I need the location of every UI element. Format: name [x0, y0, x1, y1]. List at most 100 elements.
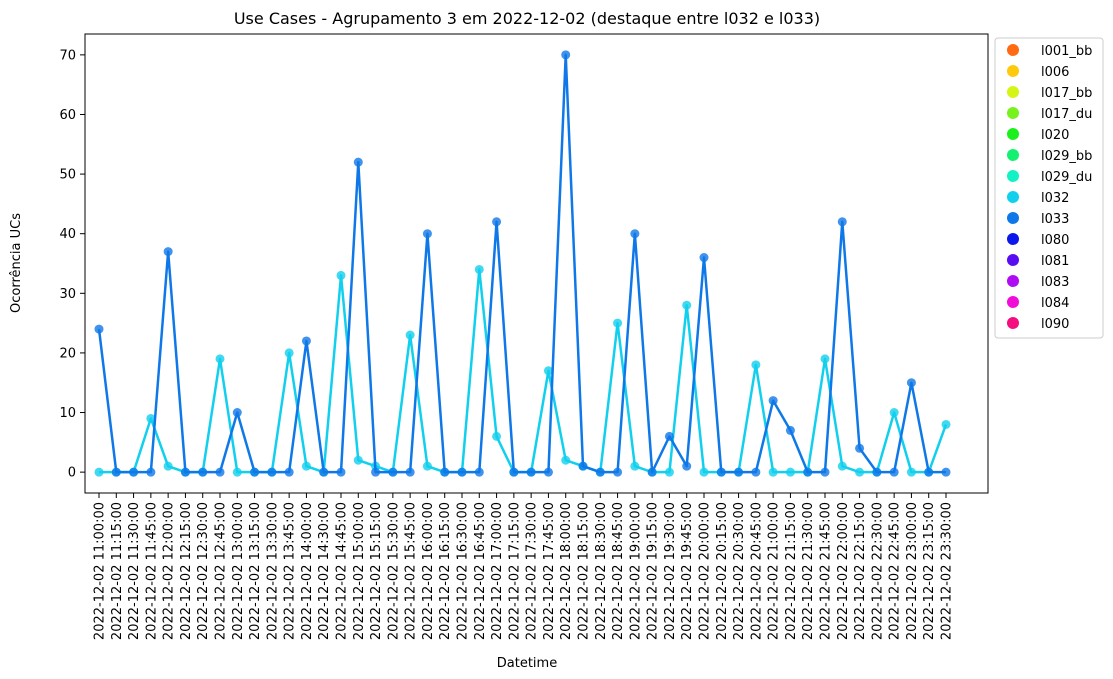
y-tick-label: 10 [59, 406, 76, 421]
legend-marker [1007, 128, 1019, 140]
x-tick-label: 2022-12-02 21:45:00 [819, 502, 834, 640]
x-tick-label: 2022-12-02 12:30:00 [196, 502, 211, 640]
legend-marker [1007, 212, 1019, 224]
data-point-l033 [353, 157, 363, 167]
x-tick-label: 2022-12-02 21:00:00 [767, 502, 782, 640]
legend-marker [1007, 254, 1019, 266]
data-point-l032 [561, 455, 571, 465]
x-tick-label: 2022-12-02 19:00:00 [628, 502, 643, 640]
data-point-l033 [509, 467, 519, 477]
data-point-l033 [837, 217, 847, 227]
legend-label: l033 [1041, 212, 1069, 227]
y-tick-label: 60 [59, 108, 76, 123]
data-point-l033 [716, 467, 726, 477]
data-point-l032 [751, 360, 761, 370]
legend-label: l017_du [1041, 107, 1092, 122]
x-tick-label: 2022-12-02 20:00:00 [698, 502, 713, 640]
data-point-l032 [215, 354, 225, 364]
x-tick-label: 2022-12-02 13:30:00 [265, 502, 280, 640]
data-point-l032 [630, 461, 640, 471]
legend-item: l020 [1007, 128, 1069, 143]
legend-item: l090 [1007, 317, 1069, 332]
data-point-l033 [492, 217, 502, 227]
series-line-l032 [99, 268, 948, 474]
legend-item: l080 [1007, 233, 1069, 248]
data-point-l032 [699, 467, 709, 477]
legend-marker [1007, 317, 1019, 329]
y-tick-label: 20 [59, 346, 76, 361]
legend-item: l001_bb [1007, 44, 1092, 59]
data-point-l033 [630, 229, 640, 239]
data-point-l033 [180, 467, 190, 477]
data-point-l033 [371, 467, 381, 477]
data-point-l033 [699, 253, 709, 263]
x-tick-label: 2022-12-02 17:30:00 [525, 502, 540, 640]
data-point-l033 [405, 467, 415, 477]
legend-label: l020 [1041, 128, 1069, 143]
data-point-l033 [198, 467, 208, 477]
x-tick-label: 2022-12-02 17:15:00 [507, 502, 522, 640]
y-tick-label: 50 [59, 168, 76, 183]
x-tick-label: 2022-12-02 22:30:00 [870, 502, 885, 640]
data-point-l032 [405, 330, 415, 340]
data-point-l033 [250, 467, 260, 477]
data-point-l033 [440, 467, 450, 477]
x-tick-label: 2022-12-02 16:30:00 [456, 502, 471, 640]
legend-label: l080 [1041, 233, 1069, 248]
x-tick-label: 2022-12-02 15:15:00 [369, 502, 384, 640]
data-point-l032 [492, 431, 502, 441]
x-tick-label: 2022-12-02 20:30:00 [732, 502, 747, 640]
legend-label: l083 [1041, 275, 1069, 290]
data-point-l033 [613, 467, 623, 477]
data-point-l032 [682, 300, 692, 310]
legend-marker [1007, 107, 1019, 119]
data-point-l033 [146, 467, 156, 477]
x-tick-label: 2022-12-02 14:45:00 [335, 502, 350, 640]
data-point-l032 [785, 467, 795, 477]
data-point-l033 [215, 467, 225, 477]
x-tick-label: 2022-12-02 14:30:00 [317, 502, 332, 640]
legend-item: l083 [1007, 275, 1069, 290]
x-tick-label: 2022-12-02 22:45:00 [888, 502, 903, 640]
data-point-l033 [751, 467, 761, 477]
data-point-l033 [595, 467, 605, 477]
data-point-l032 [422, 461, 432, 471]
legend-frame [994, 37, 1104, 339]
data-point-l032 [94, 467, 104, 477]
data-point-l033 [820, 467, 830, 477]
data-point-l033 [111, 467, 121, 477]
x-tick-label: 2022-12-02 13:15:00 [248, 502, 263, 640]
data-point-l032 [889, 408, 899, 418]
data-point-l032 [232, 467, 242, 477]
x-tick-label: 2022-12-02 23:15:00 [922, 502, 937, 640]
x-tick-label: 2022-12-02 17:45:00 [542, 502, 557, 640]
data-point-l032 [146, 413, 156, 423]
data-point-l032 [664, 467, 674, 477]
x-tick-label: 2022-12-02 23:00:00 [905, 502, 920, 640]
data-point-l033 [889, 467, 899, 477]
y-tick-label: 0 [68, 466, 76, 481]
data-point-l032 [855, 467, 865, 477]
data-point-l032 [768, 467, 778, 477]
data-point-l033 [301, 336, 311, 346]
legend-label: l001_bb [1041, 44, 1092, 59]
x-tick-label: 2022-12-02 15:45:00 [404, 502, 419, 640]
x-tick-label: 2022-12-02 11:00:00 [93, 502, 108, 640]
legend-item: l029_du [1007, 170, 1092, 185]
data-point-l033 [284, 467, 294, 477]
legend-item: l017_bb [1007, 86, 1092, 101]
series-l032 [94, 264, 951, 477]
plot-frame [84, 33, 989, 494]
legend-item: l032 [1007, 191, 1069, 206]
x-tick-label: 2022-12-02 15:00:00 [352, 502, 367, 640]
legend-label: l017_bb [1041, 86, 1092, 101]
data-point-l033 [578, 461, 588, 471]
y-axis-label: Ocorrência UCs [9, 213, 24, 313]
x-tick-label: 2022-12-02 12:45:00 [214, 502, 229, 640]
legend-marker [1007, 170, 1019, 182]
data-point-l033 [526, 467, 536, 477]
x-tick-label: 2022-12-02 12:15:00 [179, 502, 194, 640]
